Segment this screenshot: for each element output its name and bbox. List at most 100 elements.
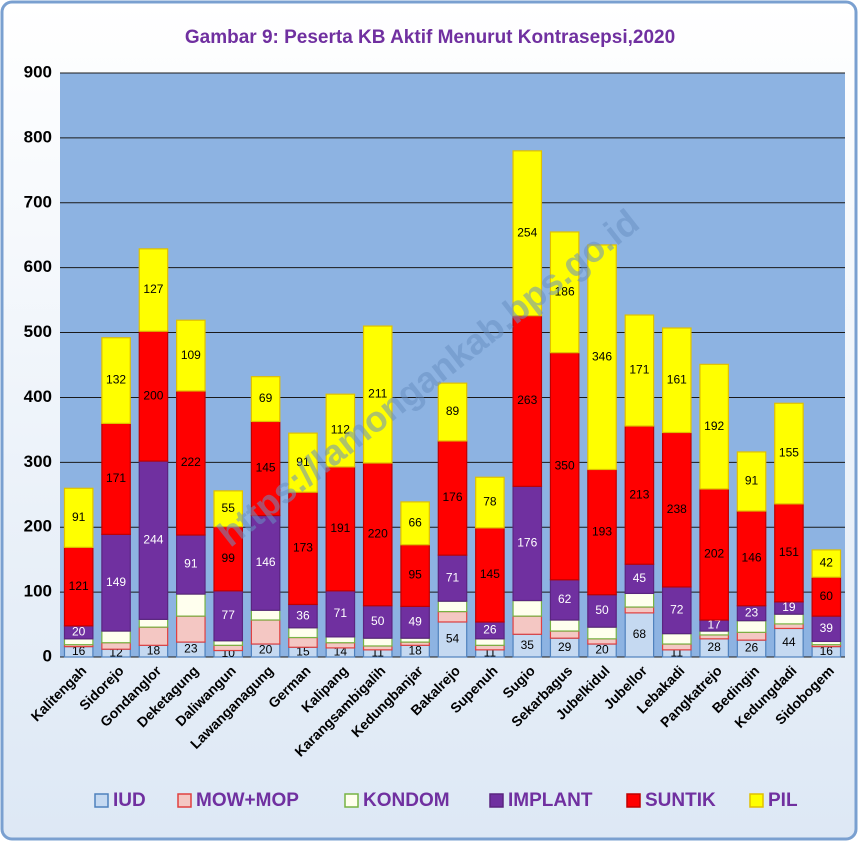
data-label: 91: [745, 474, 759, 488]
bar-segment: [587, 468, 617, 596]
data-label: 200: [143, 388, 163, 402]
legend-label: IMPLANT: [508, 790, 593, 811]
data-label: 45: [633, 571, 647, 585]
legend-swatch: [344, 793, 359, 808]
bar-segment: [288, 432, 318, 493]
bar-segment: [400, 605, 430, 639]
data-label: 109: [181, 348, 201, 362]
bar-segment: [138, 618, 169, 628]
bar-segment: [512, 615, 543, 635]
data-label: 49: [408, 614, 422, 628]
y-tick-label: 800: [24, 127, 52, 146]
data-label: 78: [483, 495, 497, 509]
bar-segment: [774, 613, 804, 625]
data-label: 28: [707, 640, 721, 654]
bar-segment: [661, 633, 692, 645]
bar-segment: [213, 644, 244, 652]
bar-segment: [549, 619, 580, 632]
data-label: 155: [779, 446, 799, 460]
bar-segment: [736, 510, 767, 607]
data-label: 91: [72, 510, 86, 524]
bar-segment: [699, 363, 729, 490]
data-label: 220: [368, 527, 388, 541]
bar-segment: [437, 382, 468, 442]
data-label: 171: [629, 363, 649, 377]
data-label: 202: [704, 547, 724, 561]
bar-segment: [250, 609, 281, 621]
bar-segment: [512, 485, 543, 602]
bar-segment: [101, 337, 131, 425]
bar-segment: [661, 586, 692, 635]
data-label: 173: [293, 540, 313, 554]
data-label: 29: [558, 640, 572, 654]
data-label: 91: [184, 557, 198, 571]
data-label: 222: [181, 455, 201, 469]
bar-segment: [362, 325, 393, 464]
data-label: 20: [595, 643, 609, 657]
bar-segment: [213, 640, 244, 646]
legend-swatch: [177, 793, 192, 808]
data-label: 151: [779, 545, 799, 559]
data-label: 193: [592, 524, 612, 538]
data-label: 263: [517, 393, 537, 407]
bar-segment: [437, 621, 468, 658]
data-label: 35: [521, 638, 535, 652]
bar-segment: [437, 554, 468, 602]
bar-segment: [661, 643, 692, 651]
bar-segment: [288, 636, 318, 648]
data-label: 18: [408, 643, 422, 657]
bar-segment: [213, 525, 244, 592]
bar-segment: [736, 620, 767, 633]
bar-segment: [63, 546, 94, 627]
y-tick-label: 400: [24, 387, 52, 406]
bar-segment: [437, 600, 468, 613]
data-label: 121: [69, 579, 89, 593]
data-label: 66: [408, 516, 422, 530]
bar-segment: [138, 460, 169, 620]
bar-segment: [176, 534, 206, 595]
bar-segment: [624, 592, 655, 608]
bar-segment: [213, 590, 244, 642]
data-label: 176: [442, 490, 462, 504]
bar-segment: [624, 612, 655, 658]
bar-segment: [325, 636, 356, 644]
bar-segment: [101, 642, 131, 650]
data-label: 149: [106, 575, 126, 589]
y-tick-label: 0: [43, 646, 52, 665]
bar-segment: [624, 606, 655, 614]
bar-segment: [774, 627, 804, 658]
y-tick-label: 600: [24, 257, 52, 276]
data-label: 62: [558, 592, 572, 606]
legend-swatch: [489, 793, 504, 808]
bar-segment: [288, 627, 318, 639]
legend-swatch: [94, 793, 109, 808]
legend-label: KONDOM: [363, 790, 450, 811]
data-label: 36: [296, 608, 310, 622]
bar-segment: [362, 605, 393, 639]
bar-segment: [250, 376, 281, 423]
data-label: 186: [555, 284, 575, 298]
bar-segment: [587, 638, 617, 645]
data-label: 71: [446, 570, 460, 584]
bar-segment: [176, 319, 206, 392]
bar-segment: [63, 638, 94, 646]
data-label: 19: [782, 600, 796, 614]
data-label: 39: [820, 621, 834, 635]
legend-label: MOW+MOP: [196, 790, 299, 811]
bar-segment: [362, 462, 393, 607]
y-tick-label: 200: [24, 517, 52, 536]
bar-segment: [512, 150, 543, 317]
data-label: 244: [143, 532, 163, 546]
bar-segment: [250, 619, 281, 645]
bar-segment: [549, 352, 580, 581]
data-label: 254: [517, 225, 537, 239]
bar-segment: [325, 466, 356, 592]
bar-segment: [325, 393, 356, 468]
data-label: 26: [483, 623, 497, 637]
data-label: 42: [820, 556, 834, 570]
bar-segment: [624, 314, 655, 427]
bar-segment: [624, 563, 655, 595]
data-label: 161: [667, 372, 687, 386]
data-label: 89: [446, 404, 460, 418]
